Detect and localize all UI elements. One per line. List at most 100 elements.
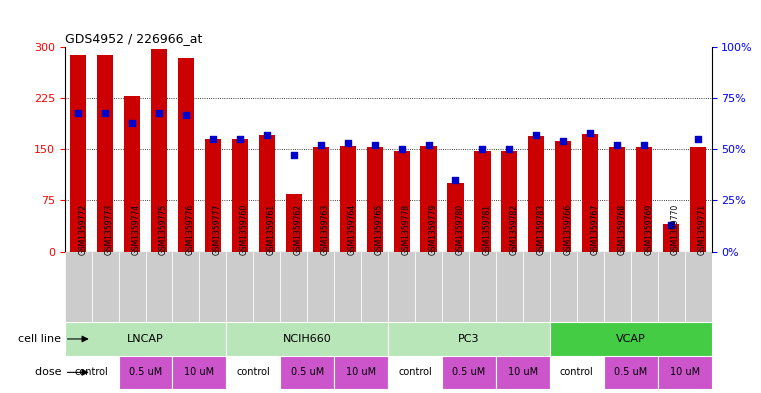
Bar [496, 252, 523, 322]
Text: GDS4952 / 226966_at: GDS4952 / 226966_at [65, 32, 202, 45]
Bar [253, 252, 280, 322]
Bar [65, 356, 119, 389]
Bar [658, 252, 685, 322]
Point [530, 132, 543, 138]
Text: 0.5 uM: 0.5 uM [129, 367, 162, 377]
Bar [636, 147, 652, 252]
Bar [173, 252, 199, 322]
Bar [97, 55, 113, 252]
Bar [388, 322, 550, 356]
Bar [550, 252, 577, 322]
Bar [259, 135, 275, 252]
Text: GSM1359761: GSM1359761 [267, 204, 275, 255]
Text: GSM1359774: GSM1359774 [132, 204, 141, 255]
Text: 10 uM: 10 uM [346, 367, 376, 377]
Text: 10 uM: 10 uM [508, 367, 538, 377]
Text: 0.5 uM: 0.5 uM [291, 367, 324, 377]
Bar [501, 151, 517, 252]
Bar [631, 252, 658, 322]
Text: GSM1359762: GSM1359762 [294, 204, 303, 255]
Bar [70, 55, 86, 252]
Point [153, 109, 165, 116]
Point [288, 152, 300, 159]
Point [422, 142, 435, 149]
Bar [415, 252, 442, 322]
Bar [91, 252, 119, 322]
Text: 10 uM: 10 uM [184, 367, 215, 377]
Bar [421, 146, 437, 252]
Text: control: control [75, 367, 109, 377]
Text: cell line: cell line [18, 334, 65, 344]
Text: GSM1359777: GSM1359777 [213, 204, 222, 255]
Bar [685, 252, 712, 322]
Point [692, 136, 704, 142]
Text: GSM1359778: GSM1359778 [402, 204, 411, 255]
Bar [227, 252, 253, 322]
Bar [442, 356, 496, 389]
Bar [388, 356, 442, 389]
Point [557, 138, 569, 144]
Point [207, 136, 219, 142]
Bar [361, 252, 388, 322]
Bar [65, 322, 227, 356]
Point [368, 142, 380, 149]
Bar [550, 356, 603, 389]
Bar [145, 252, 173, 322]
Point [342, 140, 354, 146]
Bar [447, 184, 463, 252]
Point [126, 119, 139, 126]
Point [503, 146, 515, 152]
Bar [663, 224, 679, 252]
Bar [178, 58, 194, 252]
Bar [199, 252, 227, 322]
Bar [280, 252, 307, 322]
Bar [528, 136, 544, 252]
Point [99, 109, 111, 116]
Point [450, 177, 462, 183]
Bar [556, 141, 572, 252]
Text: 0.5 uM: 0.5 uM [452, 367, 486, 377]
Text: GSM1359779: GSM1359779 [428, 204, 438, 255]
Text: 0.5 uM: 0.5 uM [614, 367, 648, 377]
Point [261, 132, 273, 138]
Point [396, 146, 408, 152]
Point [584, 130, 597, 136]
Point [314, 142, 326, 149]
Text: GSM1359780: GSM1359780 [456, 204, 464, 255]
Bar [469, 252, 496, 322]
Bar [280, 356, 334, 389]
Text: PC3: PC3 [458, 334, 479, 344]
Bar [285, 194, 302, 252]
Text: control: control [398, 367, 432, 377]
Point [638, 142, 650, 149]
Text: dose: dose [35, 367, 65, 377]
Bar [307, 252, 334, 322]
Text: GSM1359782: GSM1359782 [509, 204, 518, 255]
Point [476, 146, 489, 152]
Bar [232, 139, 248, 252]
Text: GSM1359768: GSM1359768 [617, 204, 626, 255]
Bar [367, 147, 383, 252]
Bar [124, 96, 140, 252]
Bar [658, 356, 712, 389]
Text: GSM1359763: GSM1359763 [320, 204, 330, 255]
Bar [474, 151, 491, 252]
Point [611, 142, 623, 149]
Bar [550, 322, 712, 356]
Point [665, 222, 677, 228]
Bar [313, 147, 329, 252]
Text: GSM1359775: GSM1359775 [159, 204, 168, 255]
Bar [334, 252, 361, 322]
Text: GSM1359783: GSM1359783 [537, 204, 546, 255]
Text: control: control [560, 367, 594, 377]
Bar [603, 356, 658, 389]
Bar [227, 356, 280, 389]
Text: NCIH660: NCIH660 [283, 334, 332, 344]
Bar [388, 252, 415, 322]
Bar [334, 356, 388, 389]
Text: GSM1359765: GSM1359765 [374, 204, 384, 255]
Text: GSM1359760: GSM1359760 [240, 204, 249, 255]
Bar [205, 139, 221, 252]
Bar [151, 48, 167, 252]
Bar [690, 147, 706, 252]
